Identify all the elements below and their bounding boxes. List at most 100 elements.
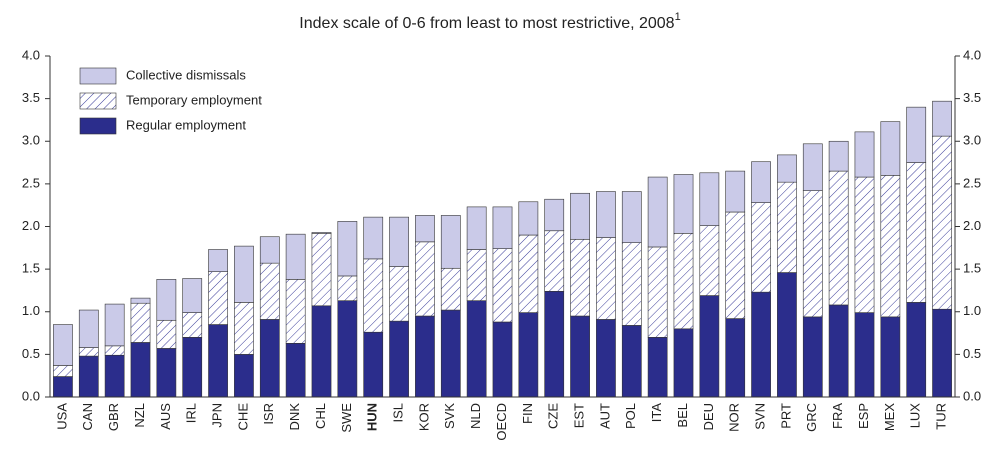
bar-segment <box>596 237 616 320</box>
bar-segment <box>777 272 797 398</box>
y-tick-label: 4.0 <box>22 47 40 62</box>
bar-segment <box>621 242 642 326</box>
bar-segment <box>492 248 513 323</box>
bar-segment <box>673 328 694 398</box>
bar-segment <box>725 170 746 213</box>
bar-segment <box>182 337 203 398</box>
bar-segment <box>415 315 435 398</box>
bar-segment <box>208 249 228 272</box>
x-tick-label: GBR <box>106 403 121 431</box>
x-tick-label: FIN <box>520 403 535 424</box>
x-tick-label: NOR <box>727 403 742 432</box>
x-tick-label: NZL <box>132 403 147 428</box>
bar-segment <box>647 337 668 398</box>
bar-segment <box>673 174 694 234</box>
bar-segment <box>932 308 952 398</box>
bar-segment <box>78 355 99 398</box>
bar-segment <box>570 192 590 240</box>
y-tick-label: 2.5 <box>22 175 40 190</box>
bar-segment <box>492 321 513 398</box>
bar-segment <box>647 246 668 338</box>
x-tick-label: FRA <box>830 403 845 429</box>
x-tick-label: TUR <box>934 403 949 430</box>
x-tick-label: AUT <box>597 403 612 429</box>
bar-segment <box>544 230 565 292</box>
y2-tick-label: 2.5 <box>963 175 981 190</box>
x-tick-label: POL <box>623 403 638 429</box>
bar-segment <box>259 236 280 264</box>
x-tick-label: SWE <box>339 403 354 433</box>
bar-segment <box>802 143 823 191</box>
bar-segment <box>880 316 901 398</box>
y2-tick-label: 3.0 <box>963 133 981 148</box>
bar-segment <box>337 300 358 398</box>
bar-segment <box>234 354 254 398</box>
bar-segment <box>234 302 254 355</box>
bar-segment <box>182 278 203 313</box>
bar-segment <box>828 170 849 306</box>
bar-segment <box>596 191 616 238</box>
bar-segment <box>647 176 668 248</box>
bar-segment <box>466 300 487 398</box>
y-tick-label: 3.0 <box>22 133 40 148</box>
x-tick-label: NLD <box>468 403 483 429</box>
bar-segment <box>259 319 280 398</box>
bar-segment <box>466 206 487 250</box>
bar-segment <box>492 206 513 249</box>
bar-segment <box>389 216 409 267</box>
bar-segment <box>259 262 280 320</box>
bar-segment <box>777 154 797 183</box>
bar-segment <box>854 176 875 313</box>
bar-segment <box>363 258 384 333</box>
x-tick-label: CAN <box>80 403 95 430</box>
bar-segment <box>104 345 125 356</box>
y2-tick-label: 0.5 <box>963 346 981 361</box>
bar-segment <box>725 211 746 319</box>
bar-segment <box>906 302 927 398</box>
bar-segment <box>828 304 849 398</box>
bar-segment <box>337 275 358 301</box>
legend-swatch <box>79 117 117 135</box>
bar-segment <box>777 181 797 273</box>
bar-segment <box>208 324 228 398</box>
bar-segment <box>130 302 151 343</box>
y-tick-label: 0.5 <box>22 346 40 361</box>
x-tick-label: EST <box>572 403 587 428</box>
bar-segment <box>53 365 73 377</box>
y2-tick-label: 1.5 <box>963 261 981 276</box>
bar-segment <box>311 233 332 307</box>
bar-segment <box>699 295 720 398</box>
x-tick-label: PRT <box>778 403 793 429</box>
bar-segment <box>932 100 952 137</box>
x-tick-label: BEL <box>675 403 690 428</box>
bar-segment <box>285 233 306 280</box>
bar-segment <box>906 106 927 163</box>
legend-swatch <box>79 67 117 85</box>
bar-segment <box>285 342 306 398</box>
y-tick-label: 3.5 <box>22 90 40 105</box>
bar-segment <box>415 215 435 243</box>
y-tick-label: 0.0 <box>22 388 40 403</box>
y2-tick-label: 4.0 <box>963 47 981 62</box>
x-tick-label: DNK <box>287 403 302 431</box>
bar-segment <box>596 319 616 398</box>
y-tick-label: 1.5 <box>22 261 40 276</box>
bar-segment <box>828 140 849 172</box>
bar-segment <box>104 354 125 398</box>
bar-segment <box>699 225 720 296</box>
bar-segment <box>156 319 177 349</box>
bar-segment <box>156 348 177 398</box>
x-tick-label: ESP <box>856 403 871 429</box>
bar-segment <box>440 215 461 269</box>
bar-segment <box>156 279 177 321</box>
bar-segment <box>518 234 539 313</box>
bar-segment <box>544 290 565 398</box>
x-tick-label: OECD <box>494 403 509 441</box>
x-tick-label: LUX <box>908 403 923 429</box>
bar-segment <box>518 201 539 236</box>
bar-segment <box>53 376 73 398</box>
y-tick-label: 1.0 <box>22 303 40 318</box>
bar-segment <box>389 266 409 322</box>
bar-segment <box>104 303 125 347</box>
x-tick-label: GRC <box>804 403 819 432</box>
